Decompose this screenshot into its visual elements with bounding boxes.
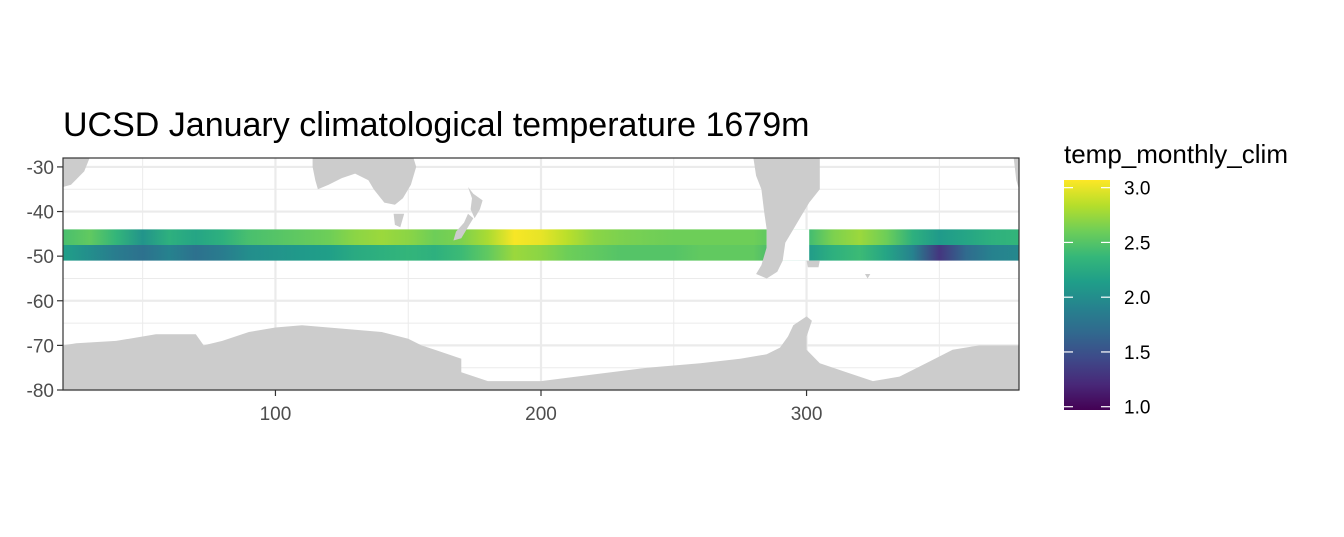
y-tick-label: -40 bbox=[27, 203, 54, 224]
data-layer bbox=[63, 229, 1019, 261]
x-axis: 100 200 300 bbox=[260, 390, 823, 425]
x-tick-label: 300 bbox=[791, 404, 823, 425]
land-tasmania bbox=[393, 213, 405, 228]
land-africa-east-sliver bbox=[1013, 158, 1019, 190]
land-south-georgia bbox=[865, 274, 871, 279]
legend-tick-label: 1.0 bbox=[1124, 398, 1150, 419]
plot-panel bbox=[62, 157, 1020, 392]
x-tick-label: 100 bbox=[260, 404, 292, 425]
temperature-band-south bbox=[63, 245, 1019, 261]
x-tick-label: 200 bbox=[525, 404, 557, 425]
y-axis: -30 -40 -50 -60 -70 -80 bbox=[27, 158, 63, 402]
legend-tick-label: 2.0 bbox=[1124, 288, 1150, 309]
chart-title: UCSD January climatological temperature … bbox=[63, 106, 809, 144]
land-antarctica bbox=[63, 316, 1019, 390]
legend-colorbar bbox=[1064, 180, 1110, 410]
temperature-band-north bbox=[63, 229, 1019, 246]
land-africa-tip bbox=[63, 158, 90, 187]
y-tick-label: -60 bbox=[27, 292, 54, 313]
y-tick-label: -70 bbox=[27, 336, 54, 357]
land-new-zealand-south bbox=[453, 213, 474, 241]
land-new-zealand-north bbox=[468, 187, 483, 219]
legend-tick-label: 2.5 bbox=[1124, 233, 1150, 254]
legend-title: temp_monthly_clim bbox=[1064, 139, 1288, 169]
land-australia bbox=[312, 158, 417, 205]
legend-tick-label: 1.5 bbox=[1124, 343, 1150, 364]
land-south-america bbox=[753, 158, 820, 279]
land-layer bbox=[63, 158, 1019, 390]
y-tick-label: -50 bbox=[27, 247, 54, 268]
y-tick-label: -30 bbox=[27, 158, 54, 179]
land-falklands bbox=[806, 260, 820, 268]
legend-tick-label: 3.0 bbox=[1124, 179, 1150, 200]
legend-ticks: 1.0 1.5 2.0 2.5 3.0 bbox=[1064, 179, 1150, 419]
legend: temp_monthly_clim 1.0 1.5 2.0 2.5 3.0 bbox=[1064, 139, 1288, 419]
y-tick-label: -80 bbox=[27, 381, 54, 402]
